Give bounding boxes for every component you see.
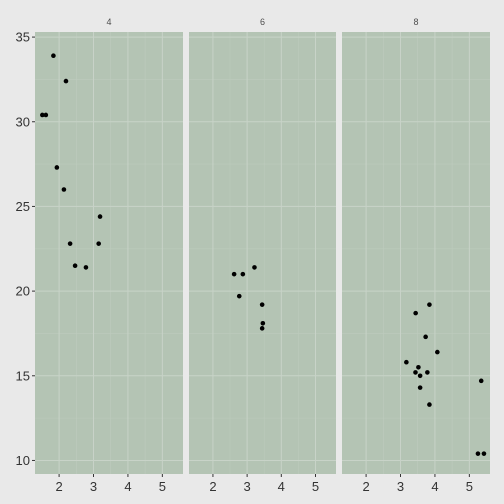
x-tick-label: 2 <box>209 479 216 494</box>
facet-panel-4: 4 2 3 4 5 <box>35 17 183 494</box>
data-point <box>259 302 265 307</box>
data-point <box>54 165 60 170</box>
data-point <box>240 271 246 277</box>
data-point <box>417 385 423 390</box>
y-tick-label: 15 <box>16 368 30 383</box>
data-point <box>435 349 440 355</box>
data-point <box>416 365 421 370</box>
x-tick-label: 2 <box>55 479 62 494</box>
data-point <box>40 112 45 118</box>
facet-strip-label: 8 <box>413 17 418 27</box>
x-tick-label: 3 <box>90 479 97 494</box>
facet-panel-8: 8 2 3 4 5 <box>342 17 490 494</box>
x-tick-label: 5 <box>312 479 319 494</box>
y-tick-label: 20 <box>16 284 30 299</box>
panel-background <box>189 32 336 474</box>
data-point <box>260 320 266 326</box>
x-tick-label: 3 <box>243 479 250 494</box>
data-point <box>67 241 73 246</box>
y-tick-label: 35 <box>16 30 30 45</box>
data-point <box>481 451 487 456</box>
data-point <box>51 53 56 59</box>
data-point <box>423 334 428 340</box>
x-tick-label: 4 <box>431 479 438 494</box>
data-point <box>236 293 242 299</box>
data-point <box>404 359 409 365</box>
data-point <box>259 326 265 331</box>
y-tick-label: 25 <box>16 199 30 214</box>
data-point <box>417 373 423 379</box>
data-point <box>83 265 89 270</box>
data-point <box>427 402 432 407</box>
data-point <box>413 370 418 375</box>
data-point <box>413 310 418 316</box>
data-point <box>252 265 257 270</box>
x-tick-label: 4 <box>278 479 285 494</box>
data-point <box>97 214 103 219</box>
x-tick-label: 2 <box>362 479 369 494</box>
data-point <box>96 241 101 246</box>
facet-strip-label: 6 <box>260 17 265 27</box>
data-point <box>72 263 78 269</box>
x-tick-label: 3 <box>397 479 404 494</box>
data-point <box>61 187 67 192</box>
y-tick-label: 30 <box>16 114 30 129</box>
data-point <box>425 370 430 375</box>
y-tick-label: 10 <box>16 453 30 468</box>
data-point <box>63 78 69 84</box>
data-point <box>478 378 484 384</box>
data-point <box>43 112 49 118</box>
facet-panel-6: 6 2 3 4 5 <box>189 17 336 494</box>
facet-strip-label: 4 <box>106 17 111 27</box>
x-tick-label: 4 <box>124 479 131 494</box>
data-point <box>427 302 432 307</box>
panel-background <box>342 32 490 474</box>
data-point <box>475 451 481 456</box>
x-tick-label: 5 <box>466 479 473 494</box>
x-tick-label: 5 <box>159 479 166 494</box>
data-point <box>231 271 237 277</box>
panel-background <box>35 32 183 474</box>
